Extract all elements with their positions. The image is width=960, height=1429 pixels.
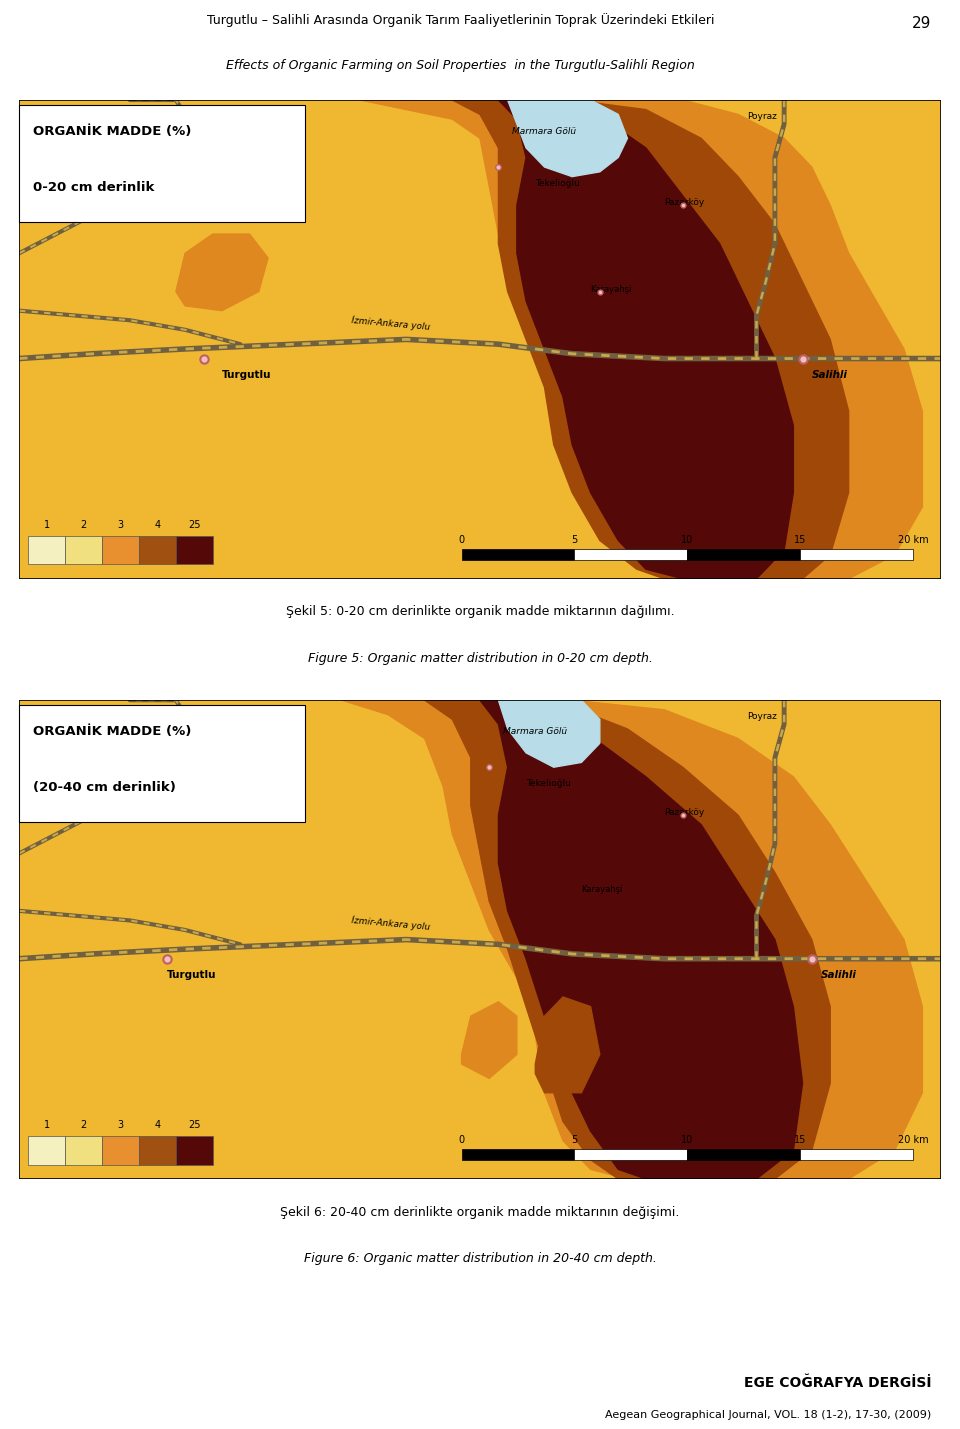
Text: Karayahşi: Karayahşi: [590, 284, 632, 293]
Bar: [139, 1136, 176, 1165]
Text: Poyraz: Poyraz: [747, 113, 778, 121]
Text: 4: 4: [155, 520, 160, 530]
Text: Effects of Organic Farming on Soil Properties  in the Turgutlu-Salihli Region: Effects of Organic Farming on Soil Prope…: [227, 59, 695, 71]
Text: 5: 5: [571, 1136, 578, 1146]
Text: Turgutlu: Turgutlu: [222, 370, 272, 380]
Text: 2: 2: [81, 1120, 86, 1130]
Text: 0: 0: [459, 1136, 465, 1146]
Text: 10: 10: [682, 1136, 693, 1146]
Text: İzmir-Ankara yolu: İzmir-Ankara yolu: [351, 915, 430, 932]
Bar: [102, 1136, 139, 1165]
Bar: [801, 1149, 913, 1160]
Text: Tekelioğlu: Tekelioğlu: [526, 779, 571, 789]
Polygon shape: [342, 700, 923, 1179]
Polygon shape: [536, 997, 600, 1093]
Text: 3: 3: [117, 520, 124, 530]
Bar: [65, 536, 102, 564]
Text: Turgutlu – Salihli Arasında Organik Tarım Faaliyetlerinin Toprak Üzerindeki Etki: Turgutlu – Salihli Arasında Organik Tarı…: [207, 13, 714, 27]
Text: Turgutlu: Turgutlu: [167, 970, 216, 980]
Polygon shape: [498, 700, 600, 767]
Bar: [801, 549, 913, 560]
Text: Figure 5: Organic matter distribution in 0-20 cm depth.: Figure 5: Organic matter distribution in…: [307, 652, 653, 664]
Text: 25: 25: [188, 1120, 201, 1130]
Polygon shape: [628, 1012, 720, 1132]
Text: 25: 25: [188, 520, 201, 530]
Text: EGE COĞRAFYA DERGİSİ: EGE COĞRAFYA DERGİSİ: [744, 1376, 931, 1389]
Bar: [29, 1136, 65, 1165]
Bar: [176, 536, 213, 564]
Polygon shape: [480, 700, 803, 1179]
Bar: [29, 536, 65, 564]
Bar: [574, 1149, 687, 1160]
Bar: [65, 1136, 102, 1165]
Text: (20-40 cm derinlik): (20-40 cm derinlik): [33, 780, 176, 795]
Polygon shape: [176, 143, 240, 206]
FancyBboxPatch shape: [19, 104, 305, 221]
Text: Aegean Geographical Journal, VOL. 18 (1-2), 17-30, (2009): Aegean Geographical Journal, VOL. 18 (1-…: [605, 1410, 931, 1420]
Text: Pazarköy: Pazarköy: [664, 199, 705, 207]
Text: Marmara Gölü: Marmara Gölü: [503, 727, 567, 736]
Text: 10: 10: [682, 536, 693, 546]
Bar: [687, 1149, 801, 1160]
Text: 1: 1: [44, 520, 50, 530]
Polygon shape: [176, 234, 268, 310]
Text: 0: 0: [459, 536, 465, 546]
Polygon shape: [508, 100, 628, 177]
Text: ORGANİK MADDE (%): ORGANİK MADDE (%): [33, 124, 191, 137]
Bar: [462, 1149, 574, 1160]
Text: 0-20 cm derinlik: 0-20 cm derinlik: [33, 180, 155, 194]
Bar: [462, 549, 574, 560]
Text: 20 km: 20 km: [898, 536, 928, 546]
FancyBboxPatch shape: [19, 704, 305, 822]
Text: 15: 15: [794, 1136, 806, 1146]
Polygon shape: [360, 100, 923, 579]
Text: 3: 3: [117, 1120, 124, 1130]
Bar: [139, 536, 176, 564]
Polygon shape: [424, 700, 830, 1179]
Text: Tekelioğlu: Tekelioğlu: [536, 179, 580, 189]
Text: Salihli: Salihli: [821, 970, 857, 980]
Text: Salihli: Salihli: [812, 370, 848, 380]
Bar: [574, 549, 687, 560]
Text: 4: 4: [155, 1120, 160, 1130]
Bar: [102, 536, 139, 564]
Text: 15: 15: [794, 536, 806, 546]
Bar: [687, 549, 801, 560]
Text: İzmir-Ankara yolu: İzmir-Ankara yolu: [351, 314, 430, 332]
Text: 29: 29: [912, 16, 931, 30]
Text: Şekil 6: 20-40 cm derinlikte organik madde miktarının değişimi.: Şekil 6: 20-40 cm derinlikte organik mad…: [280, 1206, 680, 1219]
Text: Poyraz: Poyraz: [747, 713, 778, 722]
Text: Pazarköy: Pazarköy: [664, 809, 705, 817]
Polygon shape: [148, 743, 222, 810]
Polygon shape: [452, 100, 849, 579]
Text: 20 km: 20 km: [898, 1136, 928, 1146]
Polygon shape: [462, 1002, 516, 1079]
Text: Marmara Gölü: Marmara Gölü: [513, 127, 577, 136]
Text: 2: 2: [81, 520, 86, 530]
Text: 5: 5: [571, 536, 578, 546]
Text: ORGANİK MADDE (%): ORGANİK MADDE (%): [33, 725, 191, 737]
Polygon shape: [618, 416, 683, 497]
Bar: [176, 1136, 213, 1165]
Text: Figure 6: Organic matter distribution in 20-40 cm depth.: Figure 6: Organic matter distribution in…: [303, 1252, 657, 1265]
Text: Şekil 5: 0-20 cm derinlikte organik madde miktarının dağılımı.: Şekil 5: 0-20 cm derinlikte organik madd…: [286, 606, 674, 619]
Polygon shape: [498, 100, 793, 579]
Text: 1: 1: [44, 1120, 50, 1130]
Text: Karayahşi: Karayahşi: [582, 885, 623, 893]
